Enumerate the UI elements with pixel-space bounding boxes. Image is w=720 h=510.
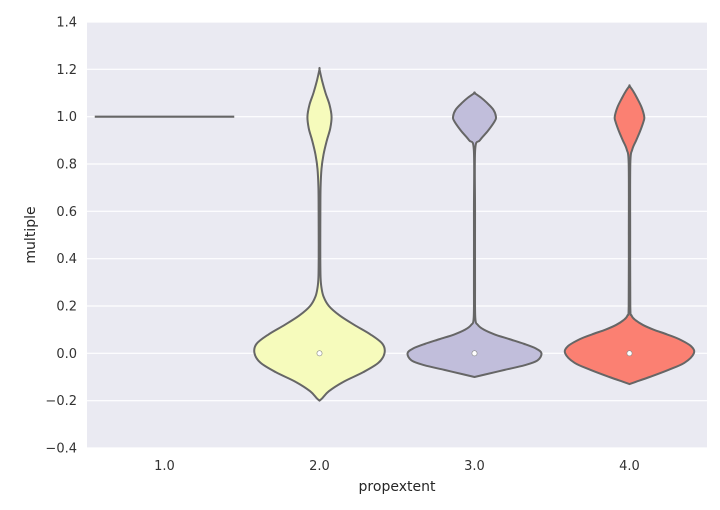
y-tick-label: 0.6 bbox=[56, 205, 77, 220]
y-axis-label: multiple bbox=[23, 206, 39, 263]
violin-series bbox=[94, 66, 696, 402]
x-tick-label: 2.0 bbox=[309, 459, 330, 474]
y-tick-label: 0.0 bbox=[56, 347, 77, 362]
violin-4.0 bbox=[563, 84, 696, 386]
violin-body bbox=[253, 66, 386, 402]
x-tick-label: 1.0 bbox=[154, 459, 175, 474]
y-axis-ticks: −0.4 −0.2 0.0 0.2 0.4 0.6 0.8 1.0 1.2 1.4 bbox=[45, 16, 77, 457]
violin-2.0 bbox=[253, 66, 386, 402]
grid-lines bbox=[87, 21, 707, 449]
median-marker bbox=[626, 350, 633, 357]
y-tick-label: 0.2 bbox=[56, 300, 77, 315]
plot-area bbox=[87, 22, 707, 448]
x-tick-label: 4.0 bbox=[619, 459, 640, 474]
median-marker bbox=[316, 350, 323, 357]
violin-3.0 bbox=[406, 91, 543, 378]
y-tick-label: −0.2 bbox=[45, 394, 77, 409]
x-axis-label: propextent bbox=[359, 479, 436, 495]
median-marker bbox=[471, 350, 478, 357]
y-tick-label: 1.4 bbox=[56, 16, 77, 31]
y-tick-label: 0.4 bbox=[56, 252, 77, 267]
x-axis-ticks: 1.0 2.0 3.0 4.0 bbox=[154, 459, 640, 474]
y-tick-label: 1.0 bbox=[56, 110, 77, 125]
y-tick-label: −0.4 bbox=[45, 442, 77, 457]
y-tick-label: 1.2 bbox=[56, 63, 77, 78]
violin-body bbox=[406, 91, 543, 378]
violin-body bbox=[563, 84, 696, 386]
x-tick-label: 3.0 bbox=[464, 459, 485, 474]
y-tick-label: 0.8 bbox=[56, 158, 77, 173]
